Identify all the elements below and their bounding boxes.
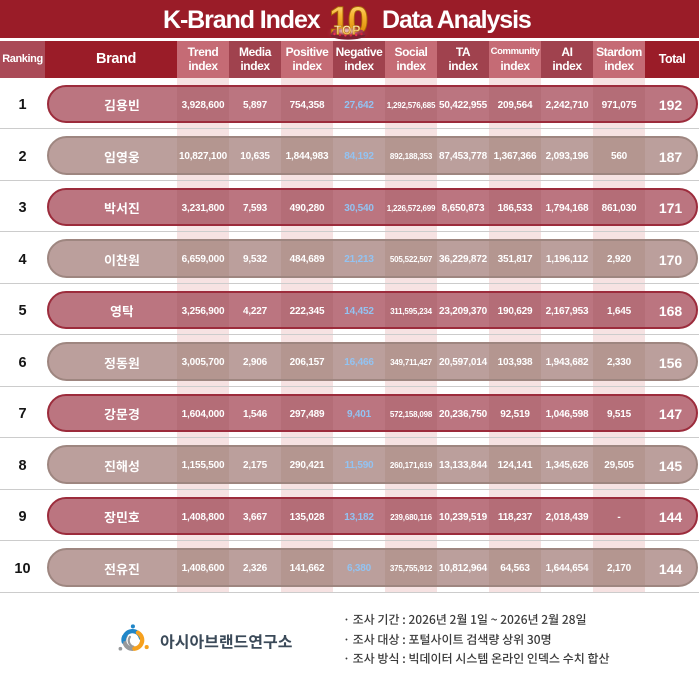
svg-text:TOP: TOP bbox=[334, 24, 361, 38]
